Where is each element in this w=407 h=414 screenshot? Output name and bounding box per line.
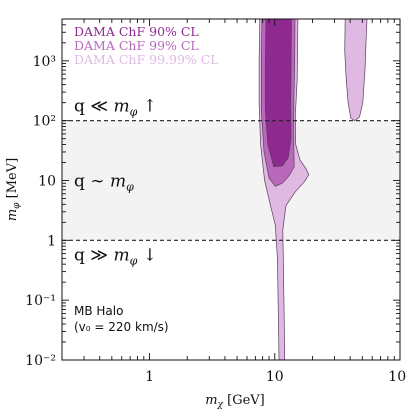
legend-entry: DAMA ChF 99.99% CL bbox=[74, 52, 219, 67]
x-axis-label: mχ [GeV] bbox=[205, 393, 265, 410]
reference-lines bbox=[62, 120, 400, 241]
halo-text-line: (v₀ = 220 km/s) bbox=[74, 320, 169, 334]
axis-ticks bbox=[61, 18, 401, 361]
y-tick-label: 10 bbox=[38, 173, 56, 189]
x-tick-label: 10² bbox=[388, 369, 407, 385]
region-2-part-0 bbox=[264, 19, 292, 168]
x-tick-label: 10 bbox=[266, 369, 284, 385]
exclusion-regions bbox=[258, 19, 368, 360]
y-tick-label: 10³ bbox=[33, 54, 56, 70]
legend-entry: DAMA ChF 90% CL bbox=[74, 24, 199, 39]
regime-annotation: q ≫ mφ ↓ bbox=[74, 245, 157, 267]
region-0-part-1 bbox=[344, 19, 368, 122]
y-axis-label: mφ [MeV] bbox=[5, 158, 22, 221]
regime-annotation: q ∼ mφ bbox=[74, 171, 134, 193]
plot-background bbox=[62, 120, 400, 241]
y-tick-label: 1 bbox=[47, 233, 56, 249]
plot-text: 1 10 10² 10⁻² 10⁻¹ 1 10 10² 10³ mχ [GeV] mφ [MeV] D… bbox=[5, 24, 407, 410]
regime-annotation: q ≪ mφ ↑ bbox=[74, 97, 157, 119]
shaded-band bbox=[62, 120, 400, 241]
y-tick-label: 10⁻¹ bbox=[25, 293, 56, 309]
y-tick-label: 10² bbox=[33, 114, 56, 130]
x-tick-label: 1 bbox=[145, 369, 154, 385]
y-tick-label: 10⁻² bbox=[25, 353, 56, 369]
legend-entry: DAMA ChF 99% CL bbox=[74, 38, 199, 53]
halo-text-line: MB Halo bbox=[74, 304, 123, 318]
